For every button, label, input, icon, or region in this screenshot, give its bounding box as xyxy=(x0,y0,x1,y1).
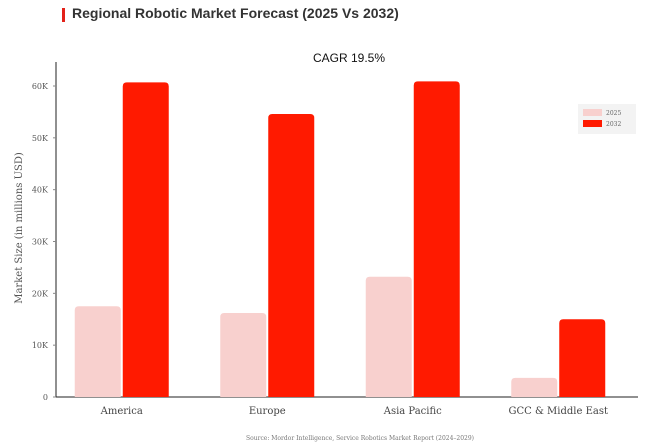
source-note: Source: Mordor Intelligence, Service Rob… xyxy=(246,435,474,442)
y-tick-label: 0 xyxy=(43,393,48,402)
y-axis-ticks: 0 10K 20K 30K 40K 50K 60K xyxy=(32,82,56,402)
bar-2032-1 xyxy=(268,113,315,398)
legend-box xyxy=(578,104,636,134)
title-accent-bar xyxy=(62,8,65,22)
bar-2025-2 xyxy=(365,276,412,397)
legend-swatch-2032 xyxy=(583,120,602,127)
y-tick-label: 40K xyxy=(32,186,49,195)
bar-2032-2 xyxy=(413,81,460,398)
y-axis-label: Market Size (in millions USD) xyxy=(14,152,25,304)
x-tick-label: Asia Pacific xyxy=(383,406,442,417)
y-tick-label: 30K xyxy=(32,238,49,247)
bars-group xyxy=(74,81,606,398)
legend-label-2025: 2025 xyxy=(606,110,621,117)
chart-title: CAGR 19.5% xyxy=(313,51,385,65)
x-tick-label: Europe xyxy=(249,406,286,417)
x-tick-label: GCC & Middle East xyxy=(509,406,609,417)
x-axis-ticks: America Europe Asia Pacific GCC & Middle Ea… xyxy=(100,406,608,417)
legend-label-2032: 2032 xyxy=(606,121,621,128)
page-title: Regional Robotic Market Forecast (2025 V… xyxy=(72,5,399,21)
y-tick-label: 60K xyxy=(32,82,49,91)
y-tick-label: 20K xyxy=(32,289,49,298)
bar-2025-3 xyxy=(511,377,558,397)
bar-2025-1 xyxy=(220,313,267,397)
bar-2025-0 xyxy=(74,306,121,397)
x-tick-label: America xyxy=(100,406,143,417)
bar-2032-0 xyxy=(122,82,169,397)
legend: 2025 2032 xyxy=(578,104,636,134)
legend-swatch-2025 xyxy=(583,109,602,116)
bar-2032-3 xyxy=(559,319,606,397)
y-tick-label: 50K xyxy=(32,134,49,143)
y-tick-label: 10K xyxy=(32,341,49,350)
